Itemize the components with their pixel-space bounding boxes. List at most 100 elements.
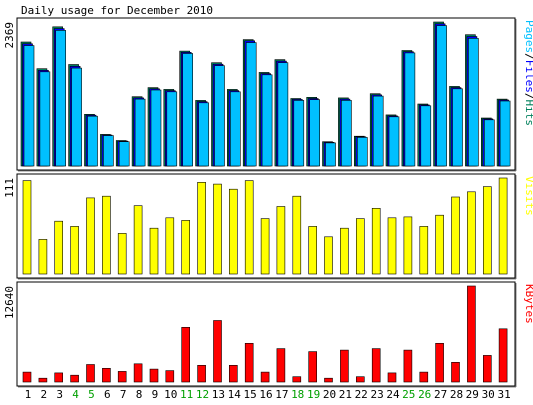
bar-kbytes-day-9 bbox=[149, 368, 159, 383]
bar-pages-day-14 bbox=[230, 91, 241, 167]
x-tick-label: 1 bbox=[25, 388, 32, 401]
chart-title: Daily usage for December 2010 bbox=[21, 4, 213, 17]
bar-pages-day-9 bbox=[150, 89, 162, 167]
bar-pages-day-27 bbox=[436, 25, 447, 167]
x-tick-label: 19 bbox=[307, 388, 320, 401]
bar-pages-day-11 bbox=[182, 53, 193, 167]
bar-kbytes-day-22 bbox=[355, 376, 365, 383]
bar-kbytes-day-27 bbox=[435, 342, 444, 383]
legend-entry: / bbox=[523, 53, 533, 60]
x-tick-label: 9 bbox=[152, 388, 159, 401]
x-tick-label: 23 bbox=[370, 388, 383, 401]
bar-visits-day-29 bbox=[467, 191, 476, 275]
bar-kbytes-day-4 bbox=[70, 374, 79, 383]
bar-kbytes-day-12 bbox=[197, 364, 206, 383]
x-tick-label: 14 bbox=[228, 388, 242, 401]
bar-pages-day-26 bbox=[420, 105, 432, 167]
bar-visits-day-12 bbox=[197, 182, 206, 275]
x-tick-label: 25 bbox=[402, 388, 415, 401]
bar-kbytes-day-30 bbox=[482, 355, 492, 383]
bar-pages-day-22 bbox=[356, 137, 368, 167]
bar-pages-day-15 bbox=[245, 42, 257, 167]
x-tick-label: 26 bbox=[418, 388, 431, 401]
bar-visits-day-1 bbox=[22, 180, 32, 275]
bar-pages-day-13 bbox=[214, 65, 225, 167]
bar-kbytes-day-13 bbox=[213, 320, 222, 383]
bar-visits-day-4 bbox=[70, 226, 79, 275]
bar-pages-day-3 bbox=[55, 30, 67, 167]
bar-pages-day-29 bbox=[468, 38, 479, 167]
bar-visits-day-5 bbox=[86, 197, 95, 275]
bar-kbytes-day-24 bbox=[387, 372, 397, 383]
x-tick-label: 28 bbox=[450, 388, 463, 401]
legend-kbytes: KBytes bbox=[523, 284, 533, 324]
x-tick-label: 17 bbox=[275, 388, 288, 401]
bar-pages-day-25 bbox=[404, 52, 416, 167]
x-tick-label: 7 bbox=[120, 388, 127, 401]
bar-visits-day-23 bbox=[371, 208, 381, 275]
bar-visits-day-11 bbox=[181, 220, 190, 275]
max-label-visits: 111 bbox=[3, 178, 16, 198]
x-tick-label: 12 bbox=[196, 388, 209, 401]
x-tick-label: 21 bbox=[339, 388, 352, 401]
x-tick-label: 22 bbox=[355, 388, 368, 401]
bar-pages-day-31 bbox=[499, 100, 511, 167]
legend-entry: KBytes bbox=[523, 284, 533, 324]
legend-entry: Pages bbox=[523, 20, 533, 53]
legend-entry: Visits bbox=[523, 176, 533, 216]
x-tick-label: 10 bbox=[164, 388, 177, 401]
bar-visits-day-27 bbox=[435, 214, 444, 275]
x-tick-label: 31 bbox=[497, 388, 510, 401]
bar-kbytes-day-14 bbox=[229, 364, 238, 383]
bar-pages-day-12 bbox=[198, 102, 209, 167]
bar-pages-day-19 bbox=[309, 99, 321, 167]
bar-pages-day-17 bbox=[277, 62, 289, 167]
bar-kbytes-day-8 bbox=[133, 363, 143, 383]
panel-frame bbox=[16, 173, 516, 279]
bar-pages-day-6 bbox=[103, 135, 114, 167]
panel-frame bbox=[16, 281, 516, 387]
bar-visits-day-19 bbox=[308, 226, 318, 275]
bar-kbytes-day-10 bbox=[165, 370, 175, 383]
bar-kbytes-day-28 bbox=[451, 361, 460, 383]
legend-visits: Visits bbox=[523, 176, 533, 216]
bar-pages-day-16 bbox=[261, 74, 273, 167]
bar-kbytes-day-6 bbox=[102, 367, 111, 383]
bar-visits-day-25 bbox=[403, 216, 413, 275]
bar-kbytes-day-26 bbox=[419, 371, 429, 383]
bar-kbytes-day-2 bbox=[38, 377, 48, 383]
x-tick-label: 18 bbox=[291, 388, 304, 401]
bar-visits-day-13 bbox=[213, 183, 222, 275]
legend-entry: Hits bbox=[523, 100, 533, 127]
bar-kbytes-day-1 bbox=[22, 371, 32, 383]
bar-visits-day-24 bbox=[387, 217, 397, 275]
bar-visits-day-14 bbox=[229, 188, 238, 275]
x-tick-label: 2 bbox=[40, 388, 47, 401]
bar-pages-day-5 bbox=[87, 115, 98, 167]
panel-kbytes: 12640 KBytes bbox=[3, 281, 533, 388]
bar-visits-day-16 bbox=[260, 218, 270, 275]
bar-kbytes-day-23 bbox=[371, 348, 381, 383]
bar-visits-day-31 bbox=[498, 177, 508, 275]
panel-frame bbox=[16, 17, 516, 171]
bar-visits-day-9 bbox=[149, 227, 159, 275]
bar-visits-day-10 bbox=[165, 217, 175, 275]
bar-kbytes-day-7 bbox=[117, 371, 127, 383]
bar-visits-day-18 bbox=[292, 195, 302, 275]
bar-visits-day-21 bbox=[340, 227, 349, 275]
x-tick-label: 13 bbox=[212, 388, 225, 401]
legend-entry: Files bbox=[523, 60, 533, 93]
bar-pages-day-4 bbox=[71, 67, 82, 167]
bar-pages-day-23 bbox=[372, 95, 384, 167]
x-tick-label: 6 bbox=[104, 388, 111, 401]
bar-kbytes-day-31 bbox=[498, 328, 508, 383]
x-tick-label: 24 bbox=[386, 388, 400, 401]
bar-visits-day-22 bbox=[355, 218, 365, 275]
panel-visits: 111 Visits bbox=[3, 173, 533, 280]
bar-visits-day-7 bbox=[117, 233, 127, 275]
bar-pages-day-1 bbox=[23, 45, 35, 167]
bar-kbytes-day-25 bbox=[403, 349, 413, 383]
max-label-hits-files-pages: 2369 bbox=[3, 22, 16, 49]
bar-visits-day-3 bbox=[54, 220, 64, 275]
